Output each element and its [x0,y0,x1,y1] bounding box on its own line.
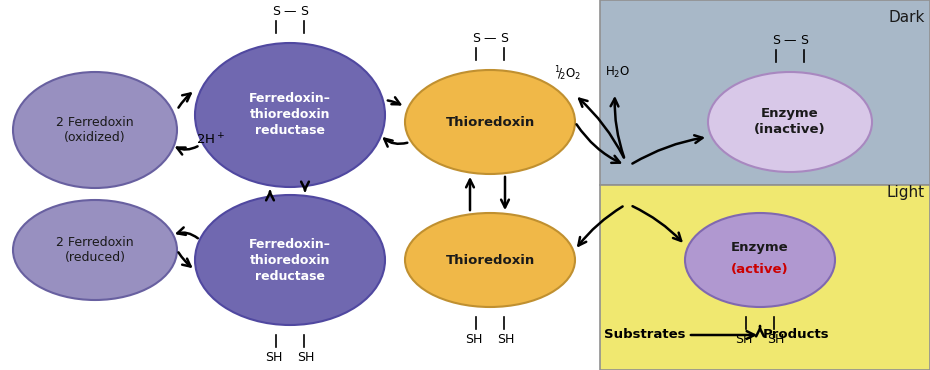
Text: Light: Light [887,185,925,200]
Ellipse shape [685,213,835,307]
Ellipse shape [195,195,385,325]
Text: 2 Ferredoxin
(reduced): 2 Ferredoxin (reduced) [56,235,134,265]
Ellipse shape [13,200,177,300]
Text: S: S [272,5,280,18]
Text: 2 Ferredoxin
(oxidized): 2 Ferredoxin (oxidized) [56,115,134,145]
Text: Ferredoxin–
thioredoxin
reductase: Ferredoxin– thioredoxin reductase [249,92,331,138]
Text: 2H$^+$: 2H$^+$ [196,132,225,148]
Text: Products: Products [763,329,830,342]
Text: S: S [472,32,480,45]
Ellipse shape [708,72,872,172]
Text: SH: SH [736,333,752,346]
Text: SH: SH [298,351,314,364]
Ellipse shape [405,213,575,307]
Ellipse shape [405,70,575,174]
Text: $^1\!/\!_2$O$_2$: $^1\!/\!_2$O$_2$ [554,64,581,83]
Text: Enzyme: Enzyme [731,242,789,255]
Ellipse shape [13,72,177,188]
Text: Thioredoxin: Thioredoxin [445,115,535,128]
Text: Ferredoxin–
thioredoxin
reductase: Ferredoxin– thioredoxin reductase [249,238,331,283]
Text: S: S [800,34,808,47]
Ellipse shape [195,43,385,187]
Text: S: S [500,32,508,45]
Text: Dark: Dark [889,10,925,25]
Text: SH: SH [498,333,514,346]
Text: H$_2$O: H$_2$O [605,65,631,80]
Text: SH: SH [465,333,483,346]
Text: —: — [784,34,796,47]
Bar [600,0,930,185]
Text: —: — [284,5,297,18]
Text: SH: SH [767,333,785,346]
Text: (active): (active) [731,263,789,276]
Text: SH: SH [265,351,283,364]
Text: S: S [300,5,308,18]
Text: —: — [484,32,497,45]
Text: S: S [772,34,780,47]
Text: Enzyme
(inactive): Enzyme (inactive) [754,108,826,137]
Text: Substrates: Substrates [604,329,685,342]
Text: Thioredoxin: Thioredoxin [445,253,535,266]
Bar [600,185,930,370]
